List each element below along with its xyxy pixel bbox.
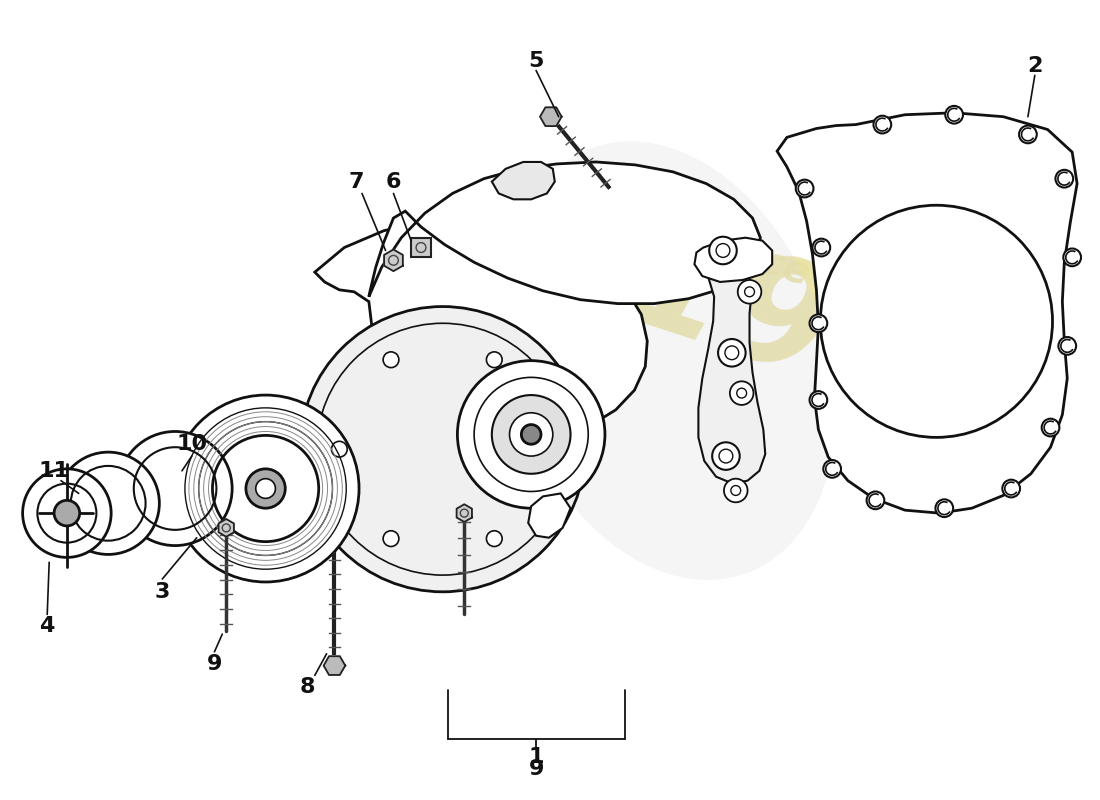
Circle shape [1019, 126, 1037, 143]
Circle shape [486, 352, 503, 368]
Circle shape [492, 395, 571, 474]
Polygon shape [694, 238, 772, 282]
Circle shape [738, 280, 761, 304]
Circle shape [945, 106, 962, 123]
Polygon shape [219, 519, 234, 537]
Circle shape [730, 382, 754, 405]
Circle shape [246, 469, 285, 508]
Text: 9: 9 [528, 759, 543, 779]
Circle shape [57, 452, 160, 554]
Circle shape [1002, 480, 1020, 498]
Circle shape [331, 442, 348, 457]
Circle shape [458, 361, 605, 508]
Circle shape [1058, 337, 1076, 354]
Circle shape [486, 530, 503, 546]
Circle shape [383, 352, 399, 368]
Polygon shape [540, 107, 562, 126]
Circle shape [521, 425, 541, 444]
Polygon shape [777, 113, 1077, 513]
Text: 5: 5 [528, 50, 543, 70]
Circle shape [1064, 249, 1081, 266]
Polygon shape [368, 162, 760, 304]
Polygon shape [492, 162, 554, 199]
Text: 11: 11 [39, 461, 69, 481]
Polygon shape [528, 494, 571, 538]
Circle shape [509, 413, 553, 456]
Circle shape [538, 442, 553, 457]
Text: since: since [695, 222, 815, 293]
Circle shape [118, 431, 232, 546]
Circle shape [873, 116, 891, 134]
Polygon shape [698, 267, 766, 484]
Text: 6: 6 [386, 172, 402, 192]
Text: 1985: 1985 [605, 207, 1047, 474]
Circle shape [823, 460, 842, 478]
Polygon shape [456, 504, 472, 522]
Circle shape [172, 395, 359, 582]
Text: 2: 2 [1027, 55, 1043, 75]
Circle shape [810, 314, 827, 332]
Text: 7: 7 [349, 172, 364, 192]
Polygon shape [315, 218, 647, 443]
Text: 8: 8 [299, 678, 315, 698]
Polygon shape [323, 656, 345, 675]
Circle shape [1056, 170, 1074, 187]
Circle shape [1042, 418, 1059, 436]
Ellipse shape [502, 142, 836, 580]
Circle shape [795, 180, 814, 198]
Circle shape [23, 469, 111, 558]
Text: 4: 4 [40, 616, 55, 636]
Polygon shape [384, 250, 403, 271]
Circle shape [724, 478, 748, 502]
Circle shape [810, 391, 827, 409]
FancyBboxPatch shape [411, 238, 431, 258]
Circle shape [54, 500, 79, 526]
Text: 9: 9 [207, 654, 222, 674]
Circle shape [813, 238, 830, 256]
Circle shape [383, 530, 399, 546]
Text: 1: 1 [528, 747, 543, 767]
Circle shape [255, 478, 275, 498]
Circle shape [935, 499, 954, 517]
Circle shape [300, 306, 585, 592]
Circle shape [867, 491, 884, 509]
Circle shape [718, 339, 746, 366]
Circle shape [821, 206, 1053, 438]
Circle shape [710, 237, 737, 264]
Text: 3: 3 [155, 582, 170, 602]
Text: 10: 10 [176, 434, 208, 454]
Circle shape [712, 442, 739, 470]
